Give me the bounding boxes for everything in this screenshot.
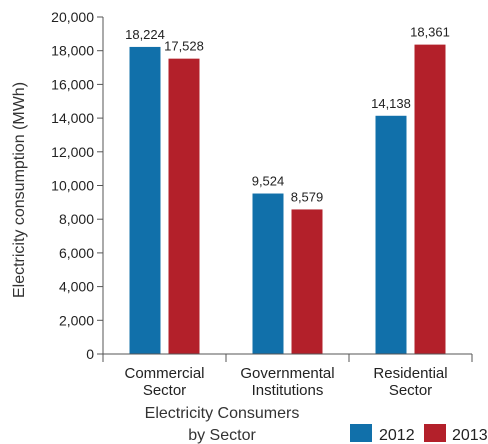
y-tick-label: 10,000: [51, 178, 94, 194]
legend: 2012 2013: [350, 424, 488, 444]
y-tick-label: 6,000: [59, 245, 94, 261]
x-category-label: Sector: [143, 382, 186, 399]
x-axis-title-line-2: by Sector: [188, 427, 256, 444]
y-tick-label: 2,000: [59, 312, 94, 328]
y-tick-label: 20,000: [51, 9, 94, 25]
y-tick-label: 18,000: [51, 43, 94, 59]
y-tick-label: 0: [86, 346, 94, 362]
data-label-2012-2: 14,138: [371, 96, 411, 111]
y-tick-label: 4,000: [59, 279, 94, 295]
bar-2012-2: [375, 115, 407, 355]
legend-label-2012: 2012: [379, 427, 415, 444]
bar-2013-0: [168, 58, 200, 354]
data-label-2013-1: 8,579: [291, 189, 324, 204]
data-label-2012-1: 9,524: [252, 174, 285, 189]
axes: [102, 17, 473, 362]
data-label-2013-2: 18,361: [410, 25, 450, 40]
data-label-2012-0: 18,224: [125, 27, 165, 42]
x-category-label: Governmental: [240, 365, 334, 382]
y-axis-ticks: 0 2,000 4,000 6,000 8,000 10,000 12,000 14,000 1…: [51, 9, 103, 362]
bar-2012-0: [129, 46, 161, 354]
x-category-label: Residential: [373, 365, 447, 382]
y-tick-label: 8,000: [59, 211, 94, 227]
bar-2012-1: [252, 193, 284, 354]
legend-swatch-2012: [350, 424, 372, 442]
bar-2013-1: [291, 209, 323, 354]
y-tick-label: 12,000: [51, 144, 94, 160]
legend-label-2013: 2013: [452, 427, 488, 444]
x-category-label: Sector: [389, 382, 432, 399]
x-category-label: Commercial: [124, 365, 204, 382]
y-tick-label: 14,000: [51, 110, 94, 126]
y-tick-label: 16,000: [51, 76, 94, 92]
legend-swatch-2013: [424, 424, 446, 442]
bar-2013-2: [414, 44, 446, 354]
x-axis-title-line-1: Electricity Consumers: [145, 405, 300, 422]
y-axis-title: Electricity consumption (MWh): [11, 82, 28, 298]
x-category-label: Institutions: [252, 382, 324, 399]
data-label-2013-0: 17,528: [164, 39, 204, 54]
x-axis-category-labels: CommercialSectorGovernmentalInstitutions…: [124, 365, 447, 399]
